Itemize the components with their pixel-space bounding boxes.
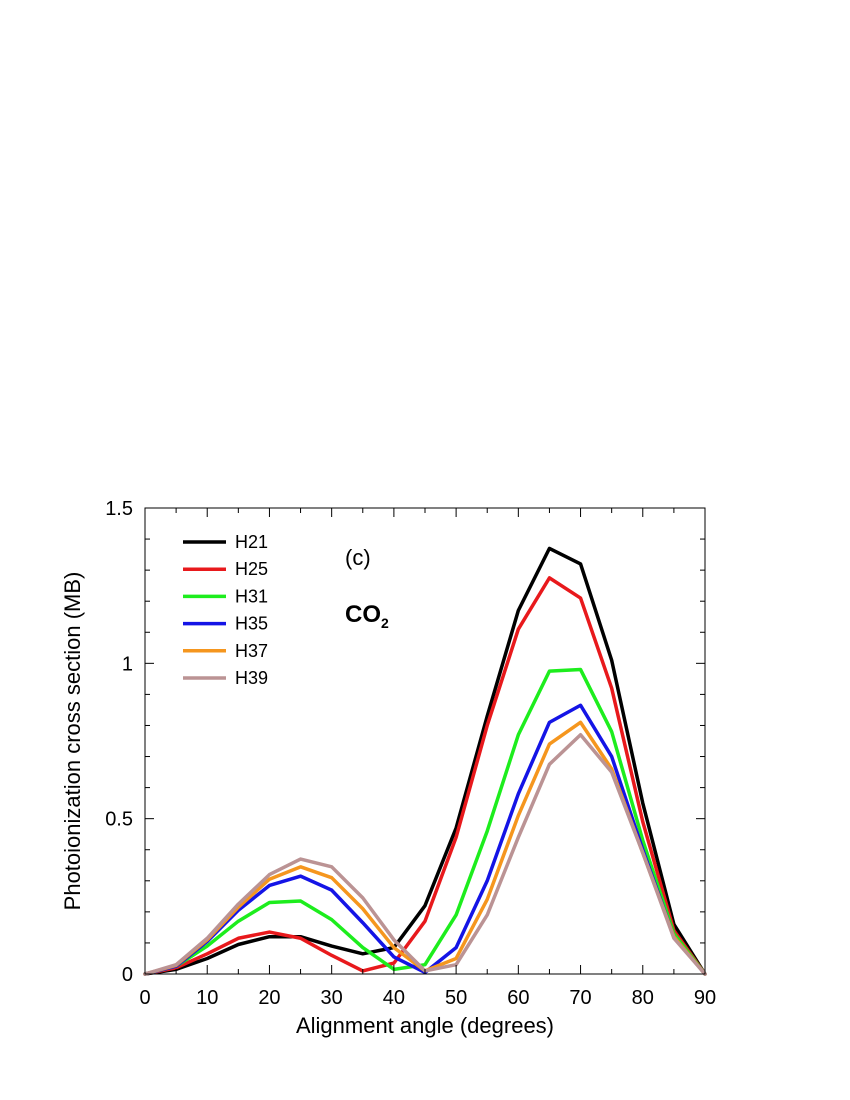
x-tick-label: 20 [258,987,280,1009]
x-tick-label: 40 [383,987,405,1009]
x-tick-label: 30 [321,987,343,1009]
x-tick-label: 0 [139,987,150,1009]
plot-area [143,546,707,976]
y-axis-title: Photoionization cross section (MB) [60,572,85,911]
molecule-label: CO2 [345,601,389,631]
y-tick-label: 0.5 [105,809,133,831]
molecule-main: CO [345,601,381,628]
legend-label-h31: H31 [235,586,268,606]
y-tick-label: 1 [122,653,133,675]
series-line-h25 [143,576,707,976]
y-tick-label: 0 [122,964,133,986]
legend-label-h21: H21 [235,532,268,552]
panel-label: (c) [345,545,371,570]
legend: H21 H25 H31 H35 H37 H39 [183,532,268,688]
molecule-subscript: 2 [381,615,389,631]
x-axis-title: Alignment angle (degrees) [296,1013,554,1038]
x-tick-label: 80 [632,987,654,1009]
series-line-h21 [143,546,707,976]
series-line-h39 [143,733,707,976]
x-tick-label: 50 [445,987,467,1009]
x-tick-label: 90 [694,987,716,1009]
legend-label-h37: H37 [235,641,268,661]
legend-label-h39: H39 [235,668,268,688]
series-line-h35 [143,703,707,976]
y-tick-label: 1.5 [105,498,133,520]
legend-label-h25: H25 [235,559,268,579]
series-line-h31 [143,667,707,976]
x-tick-label: 60 [507,987,529,1009]
x-tick-label: 70 [569,987,591,1009]
axis-ticks: 0 10 20 30 40 50 60 70 80 90 0 0.5 1 1.5 [105,498,716,1009]
x-tick-label: 10 [196,987,218,1009]
legend-label-h35: H35 [235,614,268,634]
